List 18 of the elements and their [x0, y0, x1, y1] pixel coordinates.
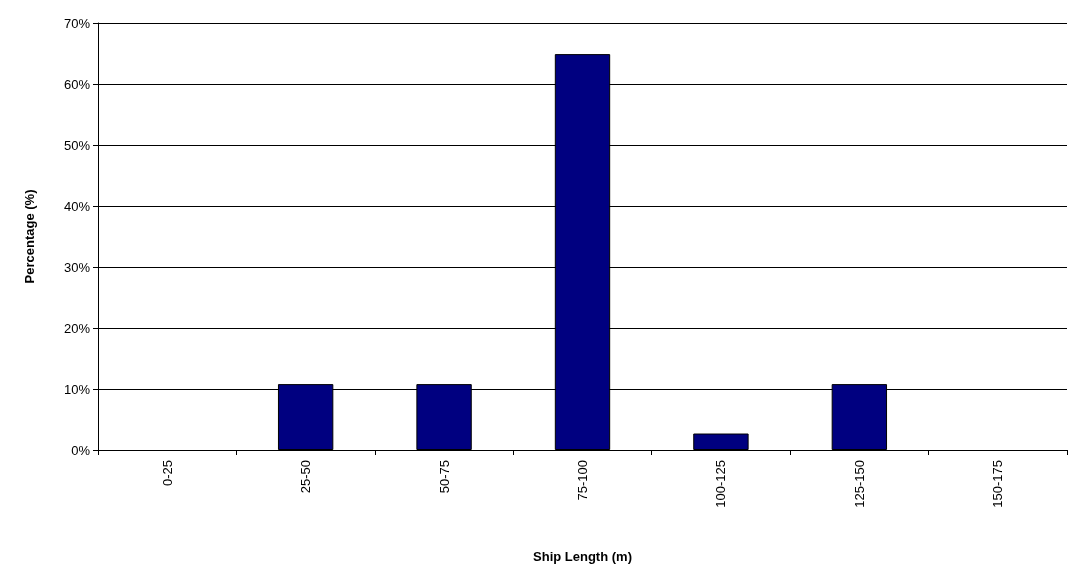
x-tick-label: 125-150	[851, 460, 867, 508]
y-tick-label: 10%	[63, 381, 91, 397]
x-tick-label: 25-50	[298, 460, 314, 494]
y-tick-label: 20%	[63, 320, 91, 336]
y-tick-label: 60%	[63, 76, 91, 92]
y-tick-label: 70%	[63, 15, 91, 31]
y-tick-label: 0%	[71, 442, 91, 458]
x-tick-label: 100-125	[713, 460, 729, 508]
y-tick-label: 40%	[63, 198, 91, 214]
x-tick-label: 0-25	[159, 460, 175, 487]
y-tick-label: 50%	[63, 137, 91, 153]
x-axis-title: Ship Length (m)	[533, 549, 632, 564]
y-tick-label: 30%	[63, 259, 91, 275]
y-axis-title: Percentage (%)	[22, 189, 37, 284]
x-tick-label: 75-100	[575, 460, 590, 501]
bar	[693, 433, 749, 450]
x-tick-label: 50-75	[436, 460, 452, 494]
x-tick-label: 150-175	[990, 460, 1006, 508]
